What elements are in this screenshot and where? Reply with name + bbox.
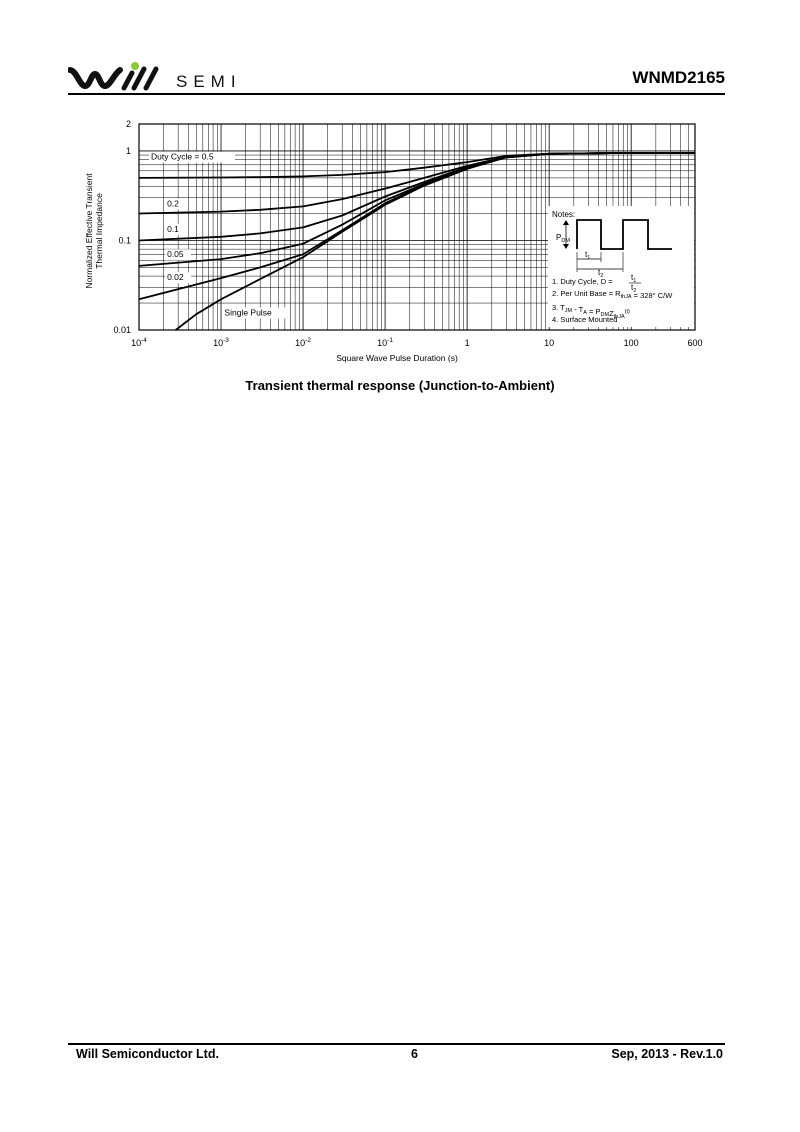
- logo-mark-l2: [143, 66, 159, 91]
- fraction-denominator-subscript: 2: [633, 288, 636, 294]
- x-tick-label: 100: [624, 338, 639, 348]
- part-number: WNMD2165: [632, 68, 725, 87]
- x-tick-base: 10: [544, 338, 554, 348]
- series-label-bg: [165, 198, 187, 210]
- chart-svg: 10-4 10-3 10-2 10-1 1 10 100 600210.10.01Square…: [84, 119, 703, 363]
- y-tick-label: 0.01: [113, 325, 131, 335]
- note-text-part: 3. T: [552, 303, 565, 312]
- x-axis-label: Square Wave Pulse Duration (s): [336, 353, 458, 363]
- note-text-part: JM: [565, 308, 573, 314]
- logo-mark-w: [68, 67, 123, 90]
- note-text-part: 2. Per Unit Base = R: [552, 289, 621, 298]
- note-text-part: Z: [609, 309, 614, 318]
- series-label-bg: [148, 151, 235, 163]
- t2-label-subscript: 2: [600, 273, 603, 279]
- x-tick-base: 10: [377, 338, 387, 348]
- chart-caption: Transient thermal response (Junction-to-…: [245, 378, 555, 393]
- fraction-denominator: t2: [631, 283, 636, 294]
- x-tick-label: 10-3: [213, 337, 229, 348]
- plot-frame: [138, 123, 696, 331]
- x-tick-exponent: -2: [305, 337, 311, 344]
- x-tick-base: 1: [465, 338, 470, 348]
- y-tick-label: 0.1: [118, 235, 131, 245]
- note-text-part: - T: [572, 305, 584, 314]
- logo-dot: [131, 62, 139, 70]
- logo-text: SEMI: [176, 72, 242, 91]
- x-tick-label: 10-2: [295, 337, 311, 348]
- x-tick-exponent: -3: [223, 337, 229, 344]
- fraction-numerator-subscript: 1: [633, 278, 636, 284]
- x-tick-exponent: -4: [141, 337, 147, 344]
- series-label: Duty Cycle = 0.5: [151, 152, 214, 162]
- x-tick-base: 10: [213, 338, 223, 348]
- note-text-part: 4. Surface Mounted: [552, 315, 617, 324]
- pulse-waveform: [576, 219, 672, 250]
- x-tick-exponent: -1: [387, 337, 393, 344]
- footer-revision: Sep, 2013 - Rev.1.0: [611, 1047, 723, 1061]
- y-tick-label: 1: [126, 146, 131, 156]
- note-item: 4. Surface Mounted: [552, 315, 617, 324]
- header-rule: [68, 93, 725, 95]
- series-label: 0.1: [167, 224, 179, 234]
- footer-rule: [68, 1043, 725, 1045]
- pdm-label: PDM: [556, 233, 570, 244]
- note-text-part: thJA: [621, 294, 632, 300]
- y-axis-label-line: Normalized Effective Transient: [84, 173, 94, 289]
- y-tick-label: 2: [126, 119, 131, 129]
- notes-background: [548, 206, 694, 327]
- logo-mark-l1: [131, 66, 147, 91]
- note-text-part: 1. Duty Cycle, D =: [552, 277, 613, 286]
- series-label-bg: [165, 249, 192, 261]
- t2-label: t2: [598, 268, 603, 279]
- page-header: SEMI WNMD2165: [68, 58, 725, 94]
- x-tick-base: 10: [131, 338, 141, 348]
- y-axis-label-line: Thermal Impedance: [94, 193, 104, 269]
- thermal-chart: 10-4 10-3 10-2 10-1 1 10 100 600 2 1 0.1 0.01 Square…: [80, 112, 720, 368]
- footer-company: Will Semiconductor Ltd.: [76, 1047, 219, 1061]
- fraction-numerator: t1: [631, 273, 636, 284]
- note-text-part: (t): [625, 309, 630, 315]
- note-item: 1. Duty Cycle, D =: [552, 277, 613, 286]
- x-tick-base: 600: [687, 338, 702, 348]
- x-tick-label: 10-4: [131, 337, 147, 348]
- series-line: [175, 152, 695, 331]
- x-tick-label: 1: [465, 338, 470, 348]
- series-label-bg: [222, 307, 289, 319]
- company-logo: SEMI: [68, 62, 242, 91]
- x-tick-base: 100: [624, 338, 639, 348]
- series-label-bg: [165, 272, 192, 284]
- series-label: 0.05: [167, 249, 184, 259]
- note-text-part: DM: [601, 312, 610, 318]
- x-tick-label: 10: [544, 338, 554, 348]
- note-text-part: = P: [587, 307, 601, 316]
- x-tick-label: 600: [687, 338, 702, 348]
- page-footer: Will Semiconductor Ltd. 6 Sep, 2013 - Re…: [76, 1047, 725, 1065]
- note-item: 3. TJM - TA = PDMZthJA(t): [552, 303, 630, 320]
- series-label: Single Pulse: [224, 308, 272, 318]
- x-tick-base: 10: [295, 338, 305, 348]
- note-text-part: thJA: [614, 314, 625, 320]
- series-label-bg: [165, 223, 187, 235]
- note-text-part: A: [583, 310, 587, 316]
- series-label: 0.2: [167, 198, 179, 208]
- series-label: 0.02: [167, 272, 184, 282]
- notes-title: Notes:: [552, 210, 575, 219]
- pdm-subscript: DM: [561, 238, 570, 244]
- logo-mark-i: [121, 70, 135, 91]
- t1-label-subscript: 1: [587, 255, 590, 261]
- x-tick-label: 10-1: [377, 337, 393, 348]
- note-text-part: = 328° C/W: [632, 291, 674, 300]
- footer-page-number: 6: [411, 1047, 418, 1061]
- note-item: 2. Per Unit Base = RthJA = 328° C/W: [552, 289, 673, 300]
- t1-label: t1: [585, 250, 590, 261]
